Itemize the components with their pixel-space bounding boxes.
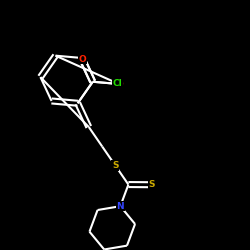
Text: N: N: [116, 202, 124, 211]
Text: Cl: Cl: [113, 80, 122, 88]
Text: O: O: [78, 55, 86, 64]
Text: O: O: [115, 80, 123, 88]
Text: S: S: [148, 180, 155, 189]
Text: S: S: [112, 161, 118, 170]
